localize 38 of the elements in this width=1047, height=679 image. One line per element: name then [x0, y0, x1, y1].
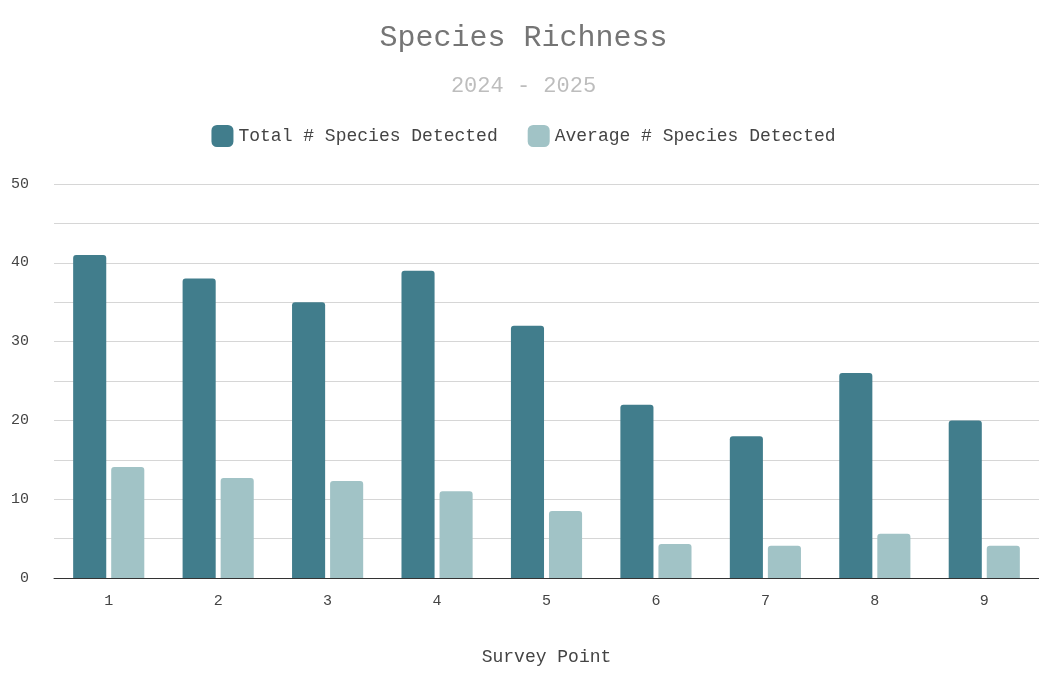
- y-tick-label: 50: [10, 175, 29, 193]
- x-tick-label: 9: [979, 593, 989, 610]
- legend-label: Total # Species Detected: [238, 126, 498, 146]
- bar: [986, 545, 1020, 578]
- bar: [767, 545, 801, 578]
- bar: [401, 270, 435, 578]
- y-tick-label: 10: [10, 490, 29, 508]
- y-tick-label: 20: [10, 411, 29, 429]
- bar: [620, 404, 654, 578]
- y-tick-label: 40: [10, 254, 29, 272]
- chart-title: Species Richness: [379, 21, 668, 55]
- x-tick-label: 3: [323, 593, 333, 610]
- y-tick-label: 30: [10, 333, 29, 351]
- bar: [182, 278, 216, 578]
- x-tick-label: 5: [541, 593, 552, 610]
- bar: [548, 511, 583, 578]
- bar: [839, 373, 873, 578]
- x-tick-label: 2: [213, 593, 223, 610]
- bar: [73, 254, 107, 578]
- chart-subtitle: 2024 - 2025: [450, 73, 597, 99]
- x-tick-label: 4: [432, 593, 442, 610]
- bar: [292, 302, 326, 578]
- bar: [510, 325, 545, 578]
- bar: [111, 466, 145, 578]
- y-tick-label: 0: [19, 569, 29, 587]
- bar: [330, 481, 364, 578]
- bar: [729, 436, 763, 578]
- bar: [439, 491, 473, 578]
- bar: [948, 420, 982, 578]
- x-tick-label: 7: [760, 593, 770, 610]
- legend-label: Average # Species Detected: [554, 126, 836, 146]
- bar: [220, 477, 254, 578]
- x-tick-label: 1: [104, 593, 114, 610]
- x-tick-label: 8: [870, 593, 880, 610]
- x-axis-title: Survey Point: [481, 647, 612, 667]
- bar: [877, 533, 911, 578]
- x-tick-label: 6: [651, 593, 661, 610]
- bar: [658, 544, 692, 578]
